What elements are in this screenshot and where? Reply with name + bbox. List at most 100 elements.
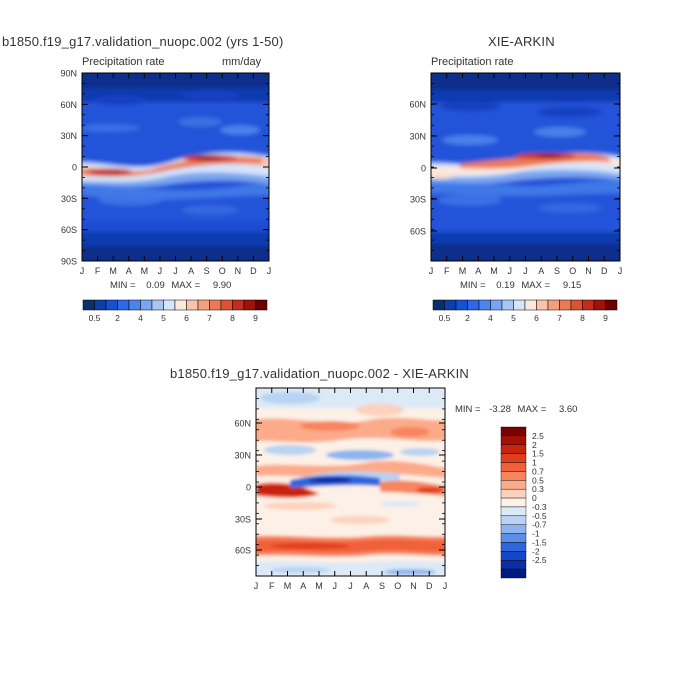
panel3-colorbar-label: 1.5 — [532, 449, 544, 459]
panel2-subtitle-left: Precipitation rate — [431, 56, 514, 68]
panel3-y-tick-label: 30N — [234, 451, 251, 461]
panel3-x-tick-label: S — [379, 581, 385, 591]
panel2-colorbar-swatch — [444, 299, 457, 311]
panel1-colorbar-swatch — [128, 299, 141, 311]
panel2-field — [431, 73, 620, 261]
panel2-y-tick-label: 30S — [410, 195, 426, 205]
panel3-colorbar-swatch — [500, 560, 527, 570]
panel1-y-tick-label: 90S — [61, 257, 77, 267]
panel2-colorbar-label: 0.5 — [439, 313, 451, 323]
panel1-colorbar-swatch — [186, 299, 199, 311]
panel3-colorbar-label: 2 — [532, 440, 537, 450]
panel1-subtitle-right: mm/day — [222, 56, 262, 68]
panel1-colorbar-swatch — [209, 299, 222, 311]
panel1-colorbar-swatch — [163, 299, 176, 311]
panel2-x-tick-label: O — [569, 266, 576, 276]
panel1-y-tick-label: 30N — [60, 131, 77, 141]
panel1-x-tick-label: S — [204, 266, 210, 276]
panel1-colorbar-swatch — [232, 299, 245, 311]
panel1-colorbar-swatch — [255, 299, 268, 311]
panel3-colorbar: 2.521.510.70.50.30-0.3-0.5-0.7-1-1.5-2-2… — [500, 426, 547, 579]
panel2-x-tick-label: J — [508, 266, 513, 276]
panel3-colorbar-swatch — [500, 435, 527, 445]
panel2-x-tick-label: M — [490, 266, 498, 276]
panel1-colorbar-label: 0.5 — [89, 313, 101, 323]
panel3-colorbar-swatch — [500, 462, 527, 472]
panel2-x-tick-label: D — [601, 266, 608, 276]
panel2-x-tick-label: S — [554, 266, 560, 276]
panel3-colorbar-label: -1 — [532, 529, 540, 539]
panel1-x-tick-label: M — [141, 266, 149, 276]
panel2-x-tick-label: J — [523, 266, 528, 276]
panel3-x-tick-label: J — [443, 581, 448, 591]
panel2-colorbar-swatch — [513, 299, 526, 311]
panel2-x-tick-label: M — [459, 266, 467, 276]
panel1-x-tick-label: M — [109, 266, 117, 276]
panel3-colorbar-swatch — [500, 497, 527, 508]
panel1-colorbar-swatch — [117, 299, 130, 311]
panel3-colorbar-label: -0.5 — [532, 511, 547, 521]
panel3-x-tick-label: D — [426, 581, 433, 591]
panel1-x-tick-label: O — [219, 266, 226, 276]
panel1-x-tick-label: J — [80, 266, 85, 276]
panel2-colorbar-swatch — [536, 299, 549, 311]
panel3-x-tick-label: J — [254, 581, 259, 591]
panel2-x-tick-label: A — [475, 266, 481, 276]
panel3-colorbar-swatch — [500, 453, 527, 463]
panel2-min-value: 0.19 — [496, 280, 515, 291]
panel3-colorbar-swatch — [500, 444, 527, 454]
panel3-colorbar-label: -1.5 — [532, 537, 547, 547]
panel2-colorbar-label: 4 — [488, 313, 493, 323]
panel2-x-tick-label: N — [585, 266, 592, 276]
panel1-max-label: MAX = — [171, 280, 201, 291]
panel2-y-tick-label: 30N — [409, 132, 426, 142]
panel3-min-label: MIN = — [455, 404, 481, 415]
panel3-x-tick-label: J — [348, 581, 353, 591]
panel1-colorbar-swatch — [151, 299, 164, 311]
panel2-colorbar-swatch — [570, 299, 583, 311]
panel3-y-tick-label: 0 — [246, 483, 251, 493]
panel1-colorbar-swatch — [105, 299, 118, 311]
panel2-colorbar-swatch — [593, 299, 606, 311]
panel1-x-tick-label: J — [173, 266, 178, 276]
panel3-y-tick-label: 60N — [234, 419, 251, 429]
panel2-x-tick-label: F — [444, 266, 450, 276]
panel1-title: b1850.f19_g17.validation_nuopc.002 (yrs … — [2, 34, 284, 49]
panel1-colorbar: 0.5 2 4 5 6 7 8 9 — [82, 299, 268, 323]
panel3-colorbar-swatch — [500, 568, 527, 579]
panel2-colorbar-swatch — [455, 299, 468, 311]
panel3-colorbar-swatch — [500, 551, 527, 561]
panel2-colorbar-swatch — [432, 299, 445, 311]
panel2-colorbar-swatch — [547, 299, 560, 311]
panel2-max-label: MAX = — [521, 280, 551, 291]
panel2-colorbar-label: 6 — [534, 313, 539, 323]
panel3-colorbar-swatch — [500, 488, 527, 499]
panel3-min-value: -3.28 — [489, 404, 511, 415]
panel3-colorbar-swatch — [500, 426, 527, 437]
panel1-colorbar-swatch — [220, 299, 233, 311]
panel1-x-tick-label: J — [267, 266, 272, 276]
panel2-max-value: 9.15 — [562, 280, 582, 291]
panel1-colorbar-swatch — [174, 299, 187, 311]
panel1-y-tick-label: 60N — [60, 100, 77, 110]
panel1-y-tick-label: 30S — [61, 194, 77, 204]
panel1-y-tick-label: 90N — [60, 69, 77, 79]
panel1-colorbar-label: 2 — [115, 313, 120, 323]
panel1-x-tick-label: A — [188, 266, 194, 276]
panel3-x-tick-label: M — [315, 581, 323, 591]
panel2-colorbar-swatch — [524, 299, 537, 311]
panel2-x-tick-label: A — [538, 266, 544, 276]
panel1-colorbar-label: 6 — [184, 313, 189, 323]
panel1-colorbar-label: 7 — [207, 313, 212, 323]
panel3-x-tick-label: A — [363, 581, 369, 591]
panel1-colorbar-label: 5 — [161, 313, 166, 323]
panel1-colorbar-swatch — [243, 299, 256, 311]
panel1-colorbar-label: 4 — [138, 313, 143, 323]
panel1-colorbar-label: 8 — [230, 313, 235, 323]
panel3-field — [256, 388, 445, 576]
panel2-colorbar-label: 2 — [465, 313, 470, 323]
panel3-x-tick-label: J — [333, 581, 338, 591]
panel2-colorbar-swatch — [582, 299, 595, 311]
